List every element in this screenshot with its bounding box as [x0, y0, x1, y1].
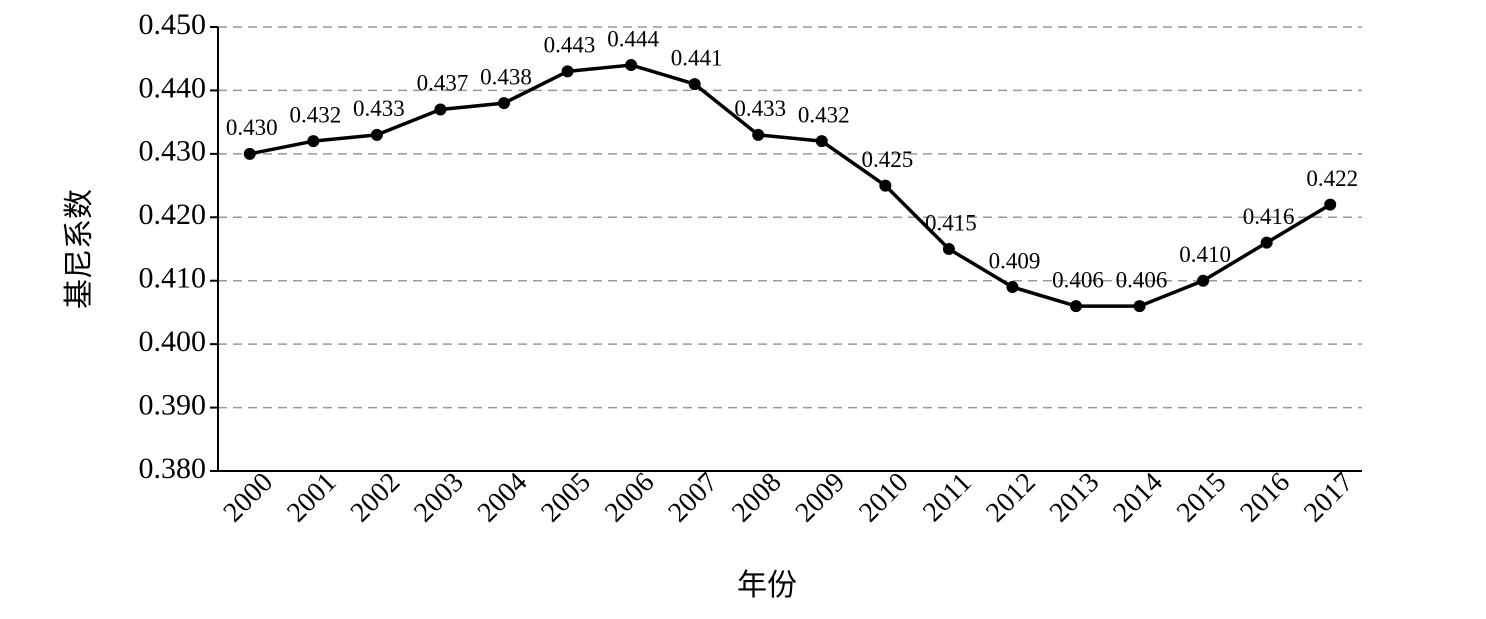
point — [243, 147, 256, 160]
x-tick-label: 2001 — [281, 467, 343, 529]
point — [498, 97, 510, 110]
x-tick-label: 2010 — [853, 467, 915, 529]
x-tick-label: 2000 — [218, 467, 280, 529]
y-tick-label: 0.400 — [139, 325, 207, 358]
point — [815, 135, 828, 148]
point — [942, 243, 955, 255]
data-label: 0.430 — [226, 115, 278, 140]
y-tick-label: 0.410 — [139, 262, 207, 295]
data-label: 0.432 — [798, 102, 850, 127]
data-label: 0.444 — [607, 26, 659, 51]
point — [1070, 300, 1082, 313]
data-label: 0.409 — [989, 248, 1041, 273]
line — [249, 63, 1332, 308]
point — [688, 78, 701, 91]
point — [1133, 300, 1146, 313]
y-tick-label: 0.390 — [139, 388, 207, 421]
point — [625, 59, 638, 72]
data-label: 0.415 — [925, 210, 977, 235]
x-tick-label: 2013 — [1044, 467, 1106, 529]
x-tick-label: 2008 — [726, 467, 788, 529]
data-label: 0.406 — [1052, 267, 1104, 292]
x-tick-label: 2004 — [472, 467, 534, 529]
point — [434, 103, 447, 116]
x-tick-label: 2005 — [535, 467, 597, 529]
point — [1260, 236, 1273, 249]
point — [1197, 274, 1210, 287]
point — [752, 128, 765, 141]
data-label: 0.416 — [1243, 204, 1295, 229]
x-tick-label: 2007 — [662, 467, 724, 529]
point — [879, 179, 892, 192]
data-label: 0.422 — [1306, 166, 1358, 191]
x-tick-label: 2014 — [1107, 467, 1169, 529]
x-tick-label: 2016 — [1234, 467, 1296, 529]
x-tick-label: 2011 — [917, 467, 978, 528]
point — [307, 135, 320, 148]
point — [561, 65, 574, 78]
x-tick-label: 2015 — [1171, 467, 1233, 529]
y-axis-title: 基尼系数 — [63, 189, 96, 309]
point — [370, 128, 383, 141]
x-tick-label: 2012 — [980, 467, 1042, 529]
data-label: 0.433 — [353, 96, 405, 121]
y-tick-label: 0.380 — [139, 452, 207, 485]
data-label: 0.433 — [734, 96, 786, 121]
point — [1324, 198, 1337, 211]
data-label: 0.432 — [289, 102, 341, 127]
x-tick-label: 2002 — [345, 467, 407, 529]
y-tick-label: 0.420 — [139, 198, 207, 231]
x-tick-label: 2017 — [1298, 467, 1360, 529]
data-label: 0.406 — [1116, 267, 1168, 292]
point — [1006, 281, 1019, 294]
data-label: 0.443 — [544, 33, 596, 58]
y-tick-label: 0.450 — [139, 8, 207, 41]
data-label: 0.410 — [1179, 242, 1231, 267]
x-axis-title: 年份 — [737, 569, 797, 602]
data-label: 0.425 — [861, 147, 913, 172]
data-label: 0.441 — [671, 45, 723, 70]
data-label: 0.437 — [417, 71, 469, 96]
data-label: 0.438 — [480, 64, 532, 89]
y-tick-label: 0.430 — [139, 135, 207, 168]
y-tick-label: 0.440 — [139, 71, 207, 104]
x-tick-label: 2006 — [599, 467, 661, 529]
x-tick-label: 2003 — [408, 467, 470, 529]
x-tick-label: 2009 — [790, 467, 852, 529]
